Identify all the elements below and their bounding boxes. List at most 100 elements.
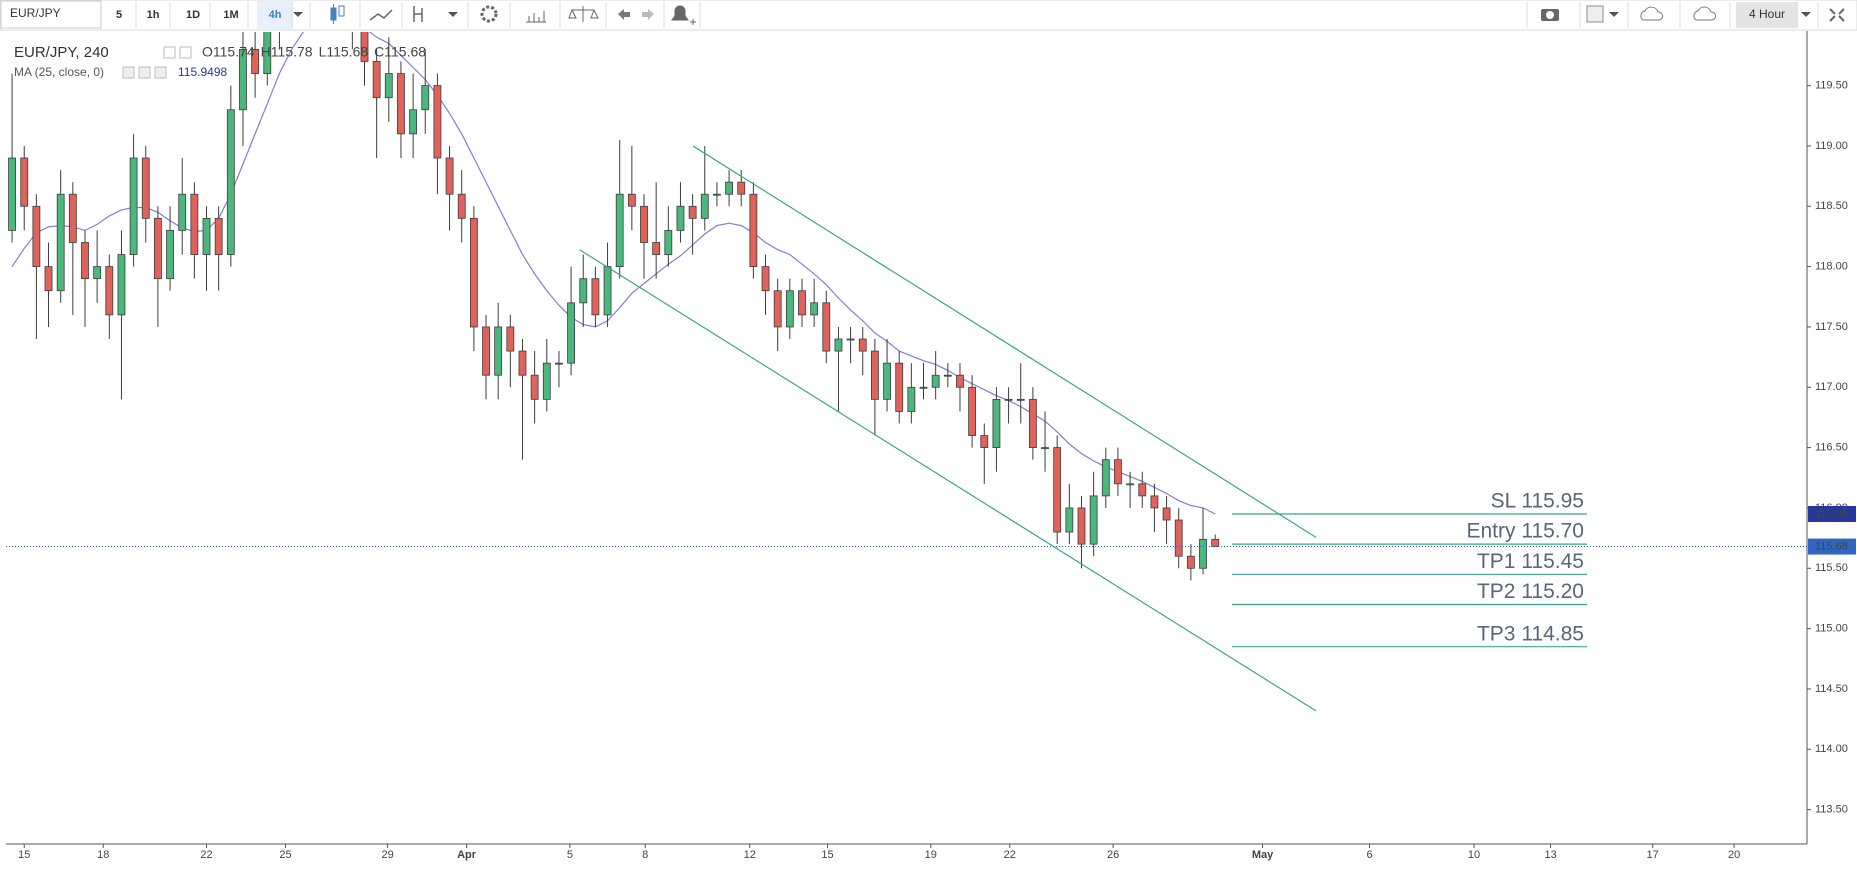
color-box[interactable] [1586, 5, 1604, 23]
interval-button[interactable]: 1h [147, 9, 160, 21]
candle-body [506, 326, 515, 352]
save-icon[interactable] [1693, 6, 1716, 21]
y-tick-label: 114.50 [1815, 683, 1848, 695]
candle-body [1065, 507, 1074, 533]
legend: EUR/JPY, 240 MA (25, close, 0) 115.9498 … [14, 44, 426, 79]
candle-body [32, 205, 41, 268]
candle-body [579, 278, 588, 304]
moving-average [11, 32, 1216, 515]
ohlc-value: C115.68 [374, 44, 426, 60]
candle-body [202, 217, 211, 255]
y-tick-label: 114.00 [1815, 743, 1848, 755]
line-icon[interactable] [369, 9, 393, 21]
undo-icon[interactable] [618, 9, 630, 20]
x-tick-label: Apr [457, 849, 477, 861]
legend-button[interactable] [138, 66, 151, 79]
fullscreen-icon[interactable] [1829, 8, 1845, 22]
candle-body [907, 386, 916, 412]
level-label: TP3 114.85 [1477, 622, 1584, 645]
candle-body [530, 374, 539, 400]
candle-body [615, 193, 624, 268]
x-tick-label: 10 [1468, 849, 1480, 861]
y-tick-label: 115.00 [1815, 623, 1848, 635]
interval-button[interactable]: 4h [269, 9, 282, 21]
candle-body [931, 374, 940, 388]
candle-body [1126, 483, 1135, 486]
price-label-box [1808, 505, 1856, 522]
dropdown-icon[interactable] [448, 12, 458, 17]
legend-button[interactable] [179, 46, 192, 59]
legend-button[interactable] [163, 46, 176, 59]
dropdown-icon[interactable] [293, 12, 303, 17]
candle-body [494, 326, 503, 376]
candle-body [627, 193, 636, 207]
legend-button[interactable] [154, 66, 167, 79]
candle-body [713, 193, 721, 196]
symbol-box[interactable] [0, 0, 102, 29]
indicator-value: 115.9498 [178, 65, 227, 79]
resolution[interactable]: 4 Hour [1749, 7, 1785, 21]
candle-body [1004, 398, 1013, 401]
level-label: TP1 115.45 [1477, 550, 1584, 573]
redo-icon[interactable] [642, 9, 654, 20]
alert-icon[interactable] [671, 5, 696, 25]
y-tick-label: 118.00 [1815, 261, 1848, 273]
candle-body [421, 85, 430, 111]
y-tick-label: 117.00 [1815, 381, 1848, 393]
compare-icon[interactable] [526, 11, 546, 23]
candle-body [1077, 507, 1086, 545]
candle-body [1199, 538, 1207, 569]
candle-body [773, 290, 782, 328]
interval-button[interactable]: 5 [116, 9, 122, 21]
ohlc-value: H115.78 [261, 44, 313, 60]
candle-body [640, 205, 648, 243]
candle-body [518, 350, 527, 376]
candle-body [725, 181, 733, 195]
candle-body [81, 242, 89, 280]
candle-body [1028, 398, 1037, 449]
dropdown-icon[interactable] [1801, 12, 1811, 17]
symbol[interactable]: EUR/JPY [10, 6, 61, 20]
candle-body [1186, 555, 1195, 569]
candle-body [8, 157, 16, 231]
intervals: 5 1h 1D 1M 4h [116, 2, 293, 28]
camera-lens [1546, 11, 1554, 19]
candle-body [749, 193, 758, 268]
legend-button[interactable] [122, 66, 135, 79]
candle-body [1211, 538, 1220, 547]
y-tick-label: 119.50 [1815, 80, 1848, 92]
candle-body [68, 193, 77, 243]
candle-body [1114, 459, 1122, 485]
y-tick-label: 113.50 [1815, 804, 1848, 816]
candle-body [482, 326, 490, 376]
candle-body [895, 362, 904, 412]
resolution-box[interactable] [1736, 2, 1798, 28]
settings-icon[interactable] [480, 5, 498, 23]
candle-icon[interactable] [330, 4, 345, 24]
candle-body [798, 290, 806, 316]
candle-body [1016, 398, 1025, 401]
x-tick-label: 22 [1004, 849, 1016, 861]
dropdown-icon[interactable] [1609, 12, 1619, 17]
candle-body [384, 73, 393, 99]
candle-body [44, 266, 53, 292]
candle-body [360, 32, 369, 62]
candle-body [943, 374, 952, 377]
scale-icon[interactable] [568, 6, 599, 22]
candle-body [1150, 495, 1159, 509]
y-tick-label: 118.50 [1815, 200, 1848, 212]
candle-body [1101, 459, 1110, 497]
candle-body [956, 374, 964, 388]
x-tick-label: 25 [279, 849, 291, 861]
candle-body [603, 266, 612, 316]
candle-body [56, 193, 65, 292]
interval-button[interactable]: 1D [186, 9, 200, 21]
y-tick-label: 117.50 [1815, 321, 1848, 333]
load-icon[interactable] [1640, 6, 1663, 21]
candle-body [834, 338, 843, 352]
x-tick-label: 15 [18, 849, 30, 861]
indicator-icon[interactable] [413, 6, 423, 22]
interval-button[interactable]: 1M [223, 9, 238, 21]
